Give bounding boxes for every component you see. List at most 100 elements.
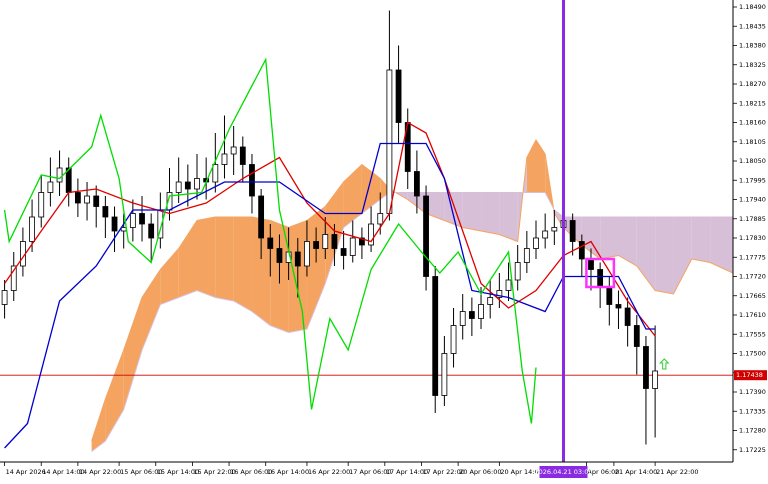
candle-body	[56, 167, 63, 183]
cloud-fill	[196, 217, 216, 298]
candle-body	[148, 223, 155, 239]
cloud-fill	[481, 192, 500, 235]
x-tick-label: Apr 06:00	[587, 468, 619, 476]
x-tick-label: 15 Apr 14:00	[157, 468, 199, 476]
cloud-fill	[123, 297, 143, 410]
candle-body	[597, 269, 604, 288]
cloud-fill	[673, 217, 692, 294]
candle-body	[102, 206, 109, 218]
y-tick-label: 1.17500	[739, 350, 766, 358]
y-tick-label: 1.18215	[739, 99, 766, 107]
candle-body	[615, 304, 622, 309]
y-tick-label: 1.18435	[739, 22, 766, 30]
candle-body	[93, 195, 100, 207]
candle-body	[10, 265, 17, 291]
cloud-fill	[105, 350, 124, 441]
candle-body	[340, 248, 347, 256]
candle-body	[38, 192, 45, 218]
y-tick-label: 1.17995	[739, 176, 766, 184]
cloud-fill	[343, 164, 362, 228]
candle-body	[551, 227, 558, 232]
y-tick-label: 1.17555	[739, 330, 766, 338]
candle-body	[459, 311, 466, 326]
candle-body	[450, 325, 457, 354]
y-tick-label: 1.17885	[739, 215, 766, 223]
y-tick-label: 1.17335	[739, 407, 766, 415]
indicator-line	[4, 142, 656, 449]
y-tick-label: 1.17225	[739, 446, 766, 454]
cloud-fill	[536, 140, 546, 193]
candle-body	[643, 346, 649, 389]
candle-body	[533, 237, 539, 249]
cloud-fill	[380, 178, 390, 200]
cloud-fill	[655, 217, 674, 294]
cloud-fill	[91, 399, 106, 452]
x-tick-label: 14 Apr 2026	[6, 468, 46, 476]
highlight-box	[585, 257, 616, 289]
cloud-fill	[215, 217, 234, 301]
candle-body	[230, 146, 237, 155]
y-tick-label: 1.18270	[739, 80, 766, 88]
candle-body	[304, 241, 310, 267]
candle-body	[523, 248, 530, 263]
x-tick-label: 21 Apr 22:00	[656, 468, 698, 476]
candle-body	[349, 237, 356, 256]
y-tick-label: 1.18490	[739, 3, 766, 11]
cloud-fill	[499, 192, 518, 242]
candle-body	[423, 195, 429, 277]
candle-body	[47, 181, 54, 193]
x-tick-label: 17 Apr 22:00	[422, 468, 464, 476]
x-tick-label: 15 Apr 06:00	[120, 468, 162, 476]
candle-body	[139, 213, 145, 225]
x-tick-label: 14 Apr 14:00	[42, 468, 84, 476]
candle-body	[514, 262, 521, 281]
x-tick-label: 17 Apr 14:00	[386, 468, 428, 476]
cloud-fill	[160, 248, 179, 305]
candle-body	[624, 307, 631, 326]
candle-body	[505, 279, 512, 291]
candle-body	[652, 370, 659, 389]
candle-body	[569, 220, 576, 242]
candle-body	[368, 223, 374, 246]
y-tick-label: 1.17830	[739, 234, 766, 242]
candle-body	[74, 192, 81, 204]
candle-body	[633, 325, 640, 347]
y-tick-label: 1.17775	[739, 253, 766, 261]
cloud-fill	[618, 217, 637, 266]
cloud-fill	[178, 220, 197, 298]
crosshair-label: 2026.04.21 03:00	[534, 468, 592, 476]
candle-body	[239, 146, 246, 165]
candle-body	[468, 311, 475, 319]
candle-body	[221, 153, 228, 165]
x-tick-label: 16 Apr 06:00	[230, 468, 272, 476]
candle-body	[386, 69, 393, 214]
signal-arrow	[659, 358, 670, 370]
candle-body	[175, 181, 182, 193]
y-tick-label: 1.18105	[739, 138, 766, 146]
cloud-fill	[251, 217, 271, 326]
candle-body	[322, 234, 329, 249]
candle-body	[29, 216, 35, 242]
cloud-fill	[361, 164, 381, 214]
candle-body	[111, 216, 118, 232]
cloud-fill	[426, 192, 445, 221]
cloud-fill	[462, 192, 482, 231]
candle-body	[395, 69, 402, 123]
candle-body	[212, 164, 219, 183]
candle-body	[432, 276, 439, 396]
x-tick-label: 15 Apr 22:00	[193, 468, 235, 476]
x-tick-label: 20 Apr 14:00	[500, 468, 542, 476]
candle-body	[377, 213, 384, 225]
candle-body	[184, 181, 191, 190]
cloud-fill	[142, 269, 161, 350]
candle-body	[478, 304, 484, 319]
candle-body	[487, 297, 494, 305]
cloud-fill	[233, 217, 252, 312]
cloud-fill	[691, 217, 711, 263]
candle-body	[194, 178, 200, 190]
candle-body	[294, 251, 301, 267]
x-tick-label: 14 Apr 22:00	[79, 468, 121, 476]
candle-body	[441, 353, 448, 396]
